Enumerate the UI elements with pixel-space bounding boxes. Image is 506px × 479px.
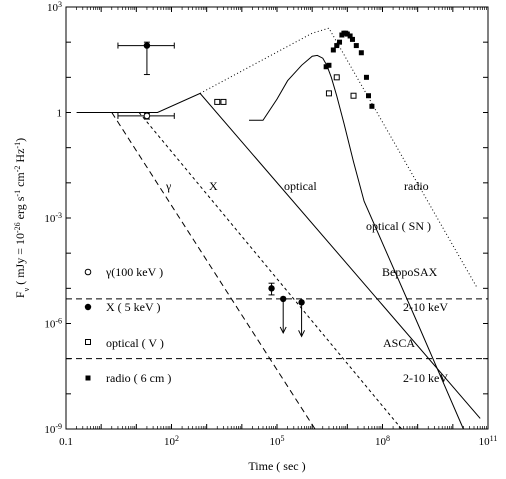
radio-6-cm-point-9 bbox=[347, 33, 353, 39]
legend-label-gamma: γ(100 keV ) bbox=[105, 265, 163, 279]
y-axis-label-subscript: ν bbox=[22, 287, 31, 291]
100-kev-point-0 bbox=[143, 112, 151, 120]
y-axis-label-exp2: -1 bbox=[13, 190, 22, 197]
radio-6-cm-point-3 bbox=[334, 43, 340, 49]
y-tick-label-1-base: 10 bbox=[44, 319, 56, 331]
optical-v-point-1 bbox=[220, 98, 227, 105]
y-tick-label-2-base: 10 bbox=[44, 213, 56, 225]
y-tick-label-2-exponent: -3 bbox=[55, 211, 62, 220]
legend-label-radio: radio ( 6 cm ) bbox=[106, 371, 171, 385]
series-line-optical-2 bbox=[76, 92, 481, 419]
legend-marker-square-filled bbox=[85, 375, 91, 381]
x-tick-label-4: 1011 bbox=[479, 434, 498, 449]
x-5-kev-upper-limit-arrow-2 bbox=[298, 330, 306, 338]
radio-6-cm-point-4 bbox=[337, 39, 343, 45]
y-tick-label-4-exponent: 3 bbox=[58, 0, 62, 9]
series-lines bbox=[76, 27, 481, 430]
y-axis-label-hz: Hz bbox=[13, 149, 27, 166]
y-axis-label-erg: erg s bbox=[13, 196, 27, 222]
y-tick-label-1: 10-6 bbox=[44, 316, 62, 331]
y-axis-label-close: ) bbox=[13, 138, 27, 142]
y-tick-label-1-exponent: -6 bbox=[55, 316, 62, 325]
x-5-kev-point-1 bbox=[279, 295, 287, 303]
radio-6-cm-point-10 bbox=[349, 36, 355, 42]
optical-v-point-0 bbox=[214, 98, 221, 105]
y-axis-label-exp3: -2 bbox=[13, 166, 22, 173]
100-kev-upper-point-0 bbox=[143, 42, 151, 49]
x-tick-label-2-base: 10 bbox=[270, 436, 282, 448]
y-axis-label-cm: cm bbox=[13, 172, 27, 190]
legend-marker-square-open bbox=[85, 339, 91, 345]
legend-marker-circle-filled bbox=[84, 303, 92, 311]
optical-v-point-2 bbox=[325, 90, 332, 97]
y-axis-label: Fν ( mJy = 10-26 erg s-1 cm-2 Hz-1) bbox=[13, 138, 31, 298]
y-tick-label-3: 1 bbox=[57, 108, 63, 120]
y-axis-label-exp4: -1 bbox=[13, 142, 22, 149]
legend-marker-circle-open bbox=[84, 268, 92, 276]
instrument-thresholds bbox=[66, 298, 488, 360]
y-axis-label-prefix: F bbox=[13, 291, 27, 298]
legend: γ(100 keV ) X ( 5 keV ) optical ( V ) ra… bbox=[84, 265, 171, 385]
radio-6-cm-point-12 bbox=[358, 50, 364, 56]
label-beppo-band: 2-10 keV bbox=[403, 300, 448, 314]
x-5-kev-upper-limit-arrow-1 bbox=[279, 326, 287, 335]
y-tick-label-4-base: 10 bbox=[47, 2, 59, 14]
legend-label-x: X ( 5 keV ) bbox=[106, 300, 160, 314]
series-line-radio-4 bbox=[199, 27, 478, 289]
series-line-series-0 bbox=[111, 112, 316, 430]
x-tick-label-2-exponent: 5 bbox=[281, 434, 285, 443]
x-tick-label-1-base: 10 bbox=[164, 436, 176, 448]
annotation-gamma: γ bbox=[165, 179, 172, 193]
x-5-kev-point-0 bbox=[268, 285, 275, 292]
x-tick-label-3: 108 bbox=[375, 434, 390, 449]
label-asca: ASCA bbox=[383, 336, 415, 350]
label-asca-band: 2-10 keV bbox=[403, 371, 448, 385]
series-line-optical-3 bbox=[249, 54, 464, 430]
x-axis-label: Time ( sec ) bbox=[248, 459, 305, 473]
radio-6-cm-point-13 bbox=[363, 74, 369, 80]
annotation-radio: radio bbox=[404, 179, 429, 193]
y-tick-label-2: 10-3 bbox=[44, 211, 62, 226]
x-tick-label-0: 0.1 bbox=[59, 436, 73, 448]
y-tick-label-0-base: 10 bbox=[44, 424, 56, 436]
x-tick-label-3-base: 10 bbox=[375, 436, 387, 448]
plot-frame bbox=[65, 6, 489, 430]
radio-6-cm-point-2 bbox=[330, 47, 336, 53]
annotation-optical-sn: optical ( SN ) bbox=[366, 219, 431, 233]
radio-6-cm-point-15 bbox=[369, 103, 375, 109]
radio-6-cm-point-14 bbox=[366, 93, 372, 99]
label-beppo: BeppoSAX bbox=[382, 265, 438, 279]
radio-6-cm-point-1 bbox=[326, 62, 332, 68]
x-tick-label-4-base: 10 bbox=[479, 436, 491, 448]
x-tick-label-1: 102 bbox=[164, 434, 179, 449]
annotation-optical: optical bbox=[284, 179, 317, 193]
x-tick-label-2: 105 bbox=[270, 434, 285, 449]
y-axis-label-unit: ( mJy = 10 bbox=[13, 233, 27, 288]
x-tick-label-3-exponent: 8 bbox=[386, 434, 390, 443]
optical-v-point-3 bbox=[333, 74, 340, 81]
x-tick-label-4-exponent: 11 bbox=[490, 434, 498, 443]
optical-v-point-4 bbox=[350, 92, 357, 99]
y-tick-label-4: 103 bbox=[47, 0, 62, 14]
x-5-kev-point-2 bbox=[298, 299, 305, 306]
annotation-x: X bbox=[209, 179, 218, 193]
radio-6-cm-point-11 bbox=[353, 43, 359, 49]
radio-6-cm-point-0 bbox=[323, 64, 329, 70]
y-axis-label-exp1: -26 bbox=[13, 222, 22, 233]
legend-label-optical: optical ( V ) bbox=[106, 336, 164, 350]
y-tick-label-0: 10-9 bbox=[44, 422, 62, 437]
radio-6-cm-point-8 bbox=[344, 31, 350, 37]
data-points bbox=[117, 30, 375, 338]
series-line-x-1 bbox=[138, 112, 402, 430]
y-tick-label-0-exponent: -9 bbox=[55, 422, 62, 431]
x-tick-label-1-exponent: 2 bbox=[175, 434, 179, 443]
